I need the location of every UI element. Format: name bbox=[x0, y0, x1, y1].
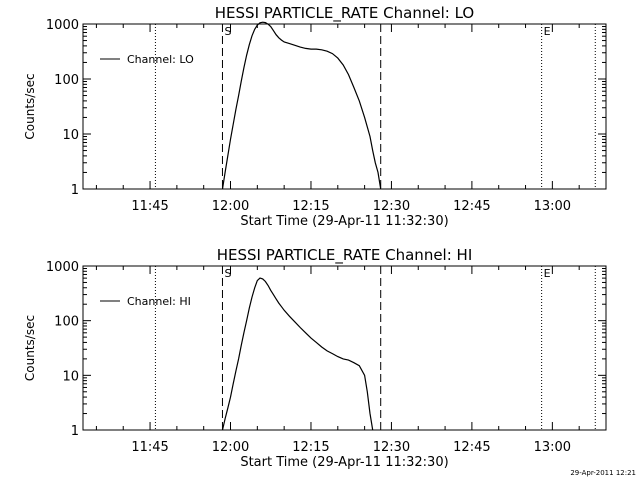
y-tick-label: 100 bbox=[54, 73, 79, 88]
series-line-lo bbox=[221, 21, 382, 190]
x-tick-label: 12:00 bbox=[212, 440, 249, 455]
plot-frame bbox=[82, 23, 607, 190]
start-marker-label: S bbox=[224, 267, 231, 280]
x-axis-label: Start Time (29-Apr-11 11:32:30) bbox=[240, 214, 448, 229]
plot-frame bbox=[82, 265, 607, 431]
chart-title: HESSI PARTICLE_RATE Channel: LO bbox=[215, 4, 474, 23]
y-tick-label: 1000 bbox=[46, 260, 79, 275]
x-tick-label: 12:45 bbox=[453, 199, 490, 214]
x-tick-label: 12:00 bbox=[212, 199, 249, 214]
legend-label: Channel: LO bbox=[127, 53, 194, 66]
y-axis-label: Counts/sec bbox=[23, 315, 37, 381]
y-tick-label: 1000 bbox=[46, 18, 79, 33]
start-marker-label: S bbox=[224, 25, 231, 38]
x-tick-label: 13:00 bbox=[534, 199, 571, 214]
end-marker-label: E bbox=[544, 25, 551, 38]
x-tick-label: 12:30 bbox=[373, 199, 410, 214]
legend-label: Channel: HI bbox=[127, 295, 191, 308]
x-tick-label: 12:15 bbox=[292, 440, 329, 455]
plot-timestamp: 29-Apr-2011 12:21 bbox=[570, 469, 636, 477]
end-marker-label: E bbox=[544, 267, 551, 280]
x-tick-label: 13:00 bbox=[534, 440, 571, 455]
chart-title: HESSI PARTICLE_RATE Channel: HI bbox=[217, 246, 473, 265]
x-tick-label: 12:45 bbox=[453, 440, 490, 455]
x-axis-label: Start Time (29-Apr-11 11:32:30) bbox=[240, 455, 448, 470]
y-tick-label: 10 bbox=[62, 369, 79, 384]
y-tick-label: 1 bbox=[71, 424, 79, 439]
x-tick-label: 11:45 bbox=[131, 440, 168, 455]
x-tick-label: 12:15 bbox=[292, 199, 329, 214]
x-tick-label: 12:30 bbox=[373, 440, 410, 455]
chart-panel-hi: HESSI PARTICLE_RATE Channel: HI Counts/se… bbox=[23, 246, 607, 470]
y-tick-label: 100 bbox=[54, 315, 79, 330]
y-axis-label: Counts/sec bbox=[23, 73, 37, 139]
chart-panel-lo: HESSI PARTICLE_RATE Channel: LO Counts/se… bbox=[23, 4, 607, 229]
y-tick-label: 10 bbox=[62, 128, 79, 143]
series-line-hi bbox=[221, 277, 374, 431]
x-tick-label: 11:45 bbox=[131, 199, 168, 214]
y-tick-label: 1 bbox=[71, 183, 79, 198]
